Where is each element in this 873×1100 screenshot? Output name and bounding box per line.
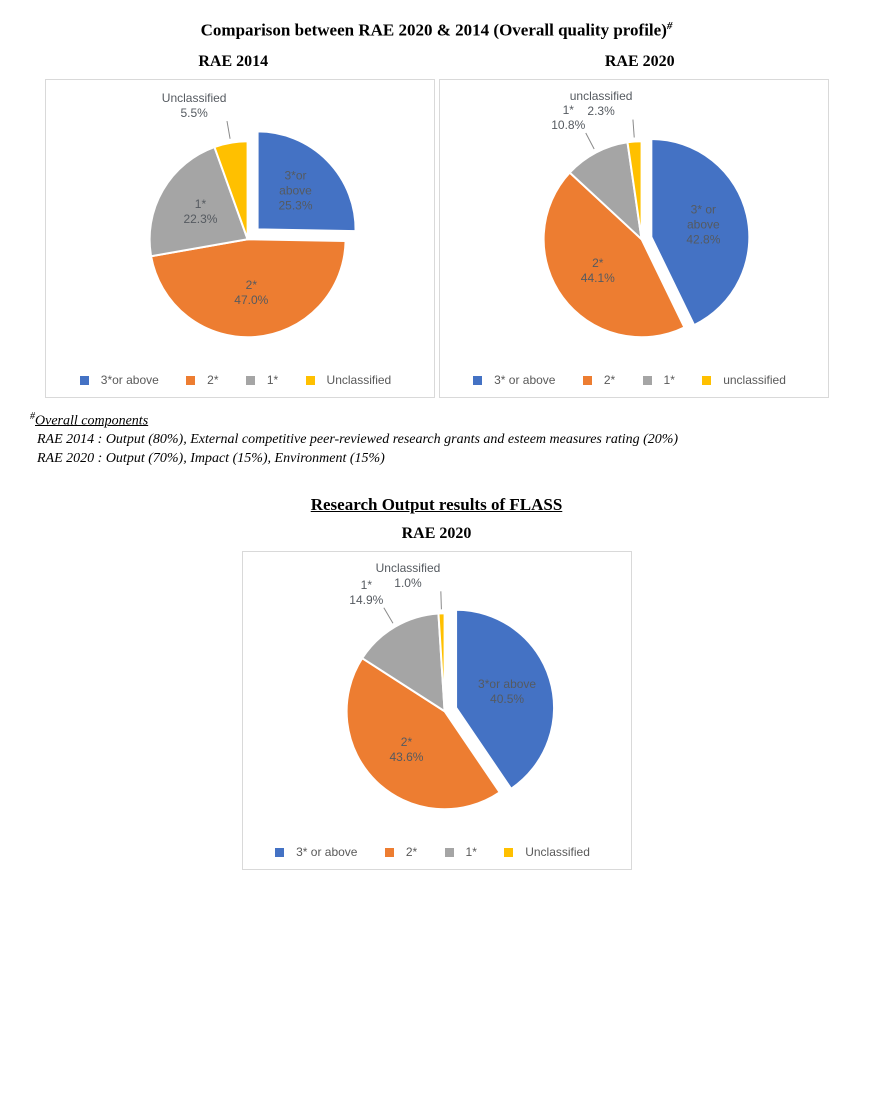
main-title-text: Comparison between RAE 2020 & 2014 (Over… [201, 21, 667, 40]
legend-swatch-yellow [504, 848, 513, 857]
pie-rae2014: 3*orabove25.3% 2*47.0% 1*22.3% Unclassified… [50, 88, 430, 363]
legend-item: 3*or above [80, 373, 167, 387]
pie-slice-label: 2*44.1% [581, 256, 615, 286]
subtitles-row: RAE 2014 RAE 2020 [30, 53, 843, 71]
legend-swatch-orange [583, 376, 592, 385]
pie-slice-label: 3*or above40.5% [478, 677, 536, 707]
legend-item: unclassified [702, 373, 794, 387]
main-title-sup: # [667, 20, 673, 32]
legend-swatch-gray [246, 376, 255, 385]
legend-swatch-yellow [702, 376, 711, 385]
legend-swatch-blue [473, 376, 482, 385]
top-charts-row: 3*orabove25.3% 2*47.0% 1*22.3% Unclassified… [30, 79, 843, 398]
legend-item: Unclassified [306, 373, 400, 387]
legend-flass: 3* or above 2* 1* Unclassified [247, 835, 627, 865]
pie-slice-label: 3* orabove42.8% [686, 202, 720, 247]
legend-item: 3* or above [473, 373, 563, 387]
legend-swatch-blue [80, 376, 89, 385]
legend-rae2020: 3* or above 2* 1* unclassified [444, 363, 824, 393]
legend-swatch-yellow [306, 376, 315, 385]
pie-slice-label: Unclassified1.0% [376, 561, 441, 591]
pie-slice-label: 1*22.3% [183, 197, 217, 227]
legend-swatch-gray [643, 376, 652, 385]
pie-slice-label: Unclassified5.5% [162, 91, 227, 121]
subtitle-rae2020: RAE 2020 [437, 53, 844, 71]
legend-item: 2* [385, 845, 425, 859]
legend-swatch-orange [186, 376, 195, 385]
legend-swatch-orange [385, 848, 394, 857]
pie-slice-label: 2*47.0% [234, 278, 268, 308]
legend-swatch-blue [275, 848, 284, 857]
legend-item: 2* [583, 373, 623, 387]
section2-subtitle: RAE 2020 [30, 525, 843, 543]
main-title: Comparison between RAE 2020 & 2014 (Over… [30, 20, 843, 41]
pie-rae2020: 3* orabove42.8%2*44.1%1*10.8%unclassifie… [444, 88, 824, 363]
chart-flass: 3*or above40.5%2*43.6%1*14.9%Unclassifie… [242, 551, 632, 870]
pie-flass: 3*or above40.5%2*43.6%1*14.9%Unclassifie… [247, 560, 627, 835]
footnotes: #Overall components RAE 2014 : Output (8… [30, 410, 843, 469]
pie-slice-label: unclassified2.3% [570, 89, 633, 119]
legend-item: 1* [445, 845, 485, 859]
legend-item: 3* or above [275, 845, 365, 859]
chart-rae2020: 3* orabove42.8%2*44.1%1*10.8%unclassifie… [439, 79, 829, 398]
legend-swatch-gray [445, 848, 454, 857]
pie-slice-label: 2*43.6% [389, 735, 423, 765]
legend-item: 2* [186, 373, 226, 387]
footnote-heading: Overall components [35, 413, 148, 428]
subtitle-rae2014: RAE 2014 [30, 53, 437, 71]
legend-rae2014: 3*or above 2* 1* Unclassified [50, 363, 430, 393]
pie-slice-label: 3*orabove25.3% [279, 169, 313, 214]
footnote-line2: RAE 2020 : Output (70%), Impact (15%), E… [37, 451, 385, 466]
footnote-line1: RAE 2014 : Output (80%), External compet… [37, 432, 678, 447]
legend-item: Unclassified [504, 845, 598, 859]
chart-rae2014: 3*orabove25.3% 2*47.0% 1*22.3% Unclassified… [45, 79, 435, 398]
legend-item: 1* [643, 373, 683, 387]
section2-title: Research Output results of FLASS [30, 495, 843, 515]
legend-item: 1* [246, 373, 286, 387]
